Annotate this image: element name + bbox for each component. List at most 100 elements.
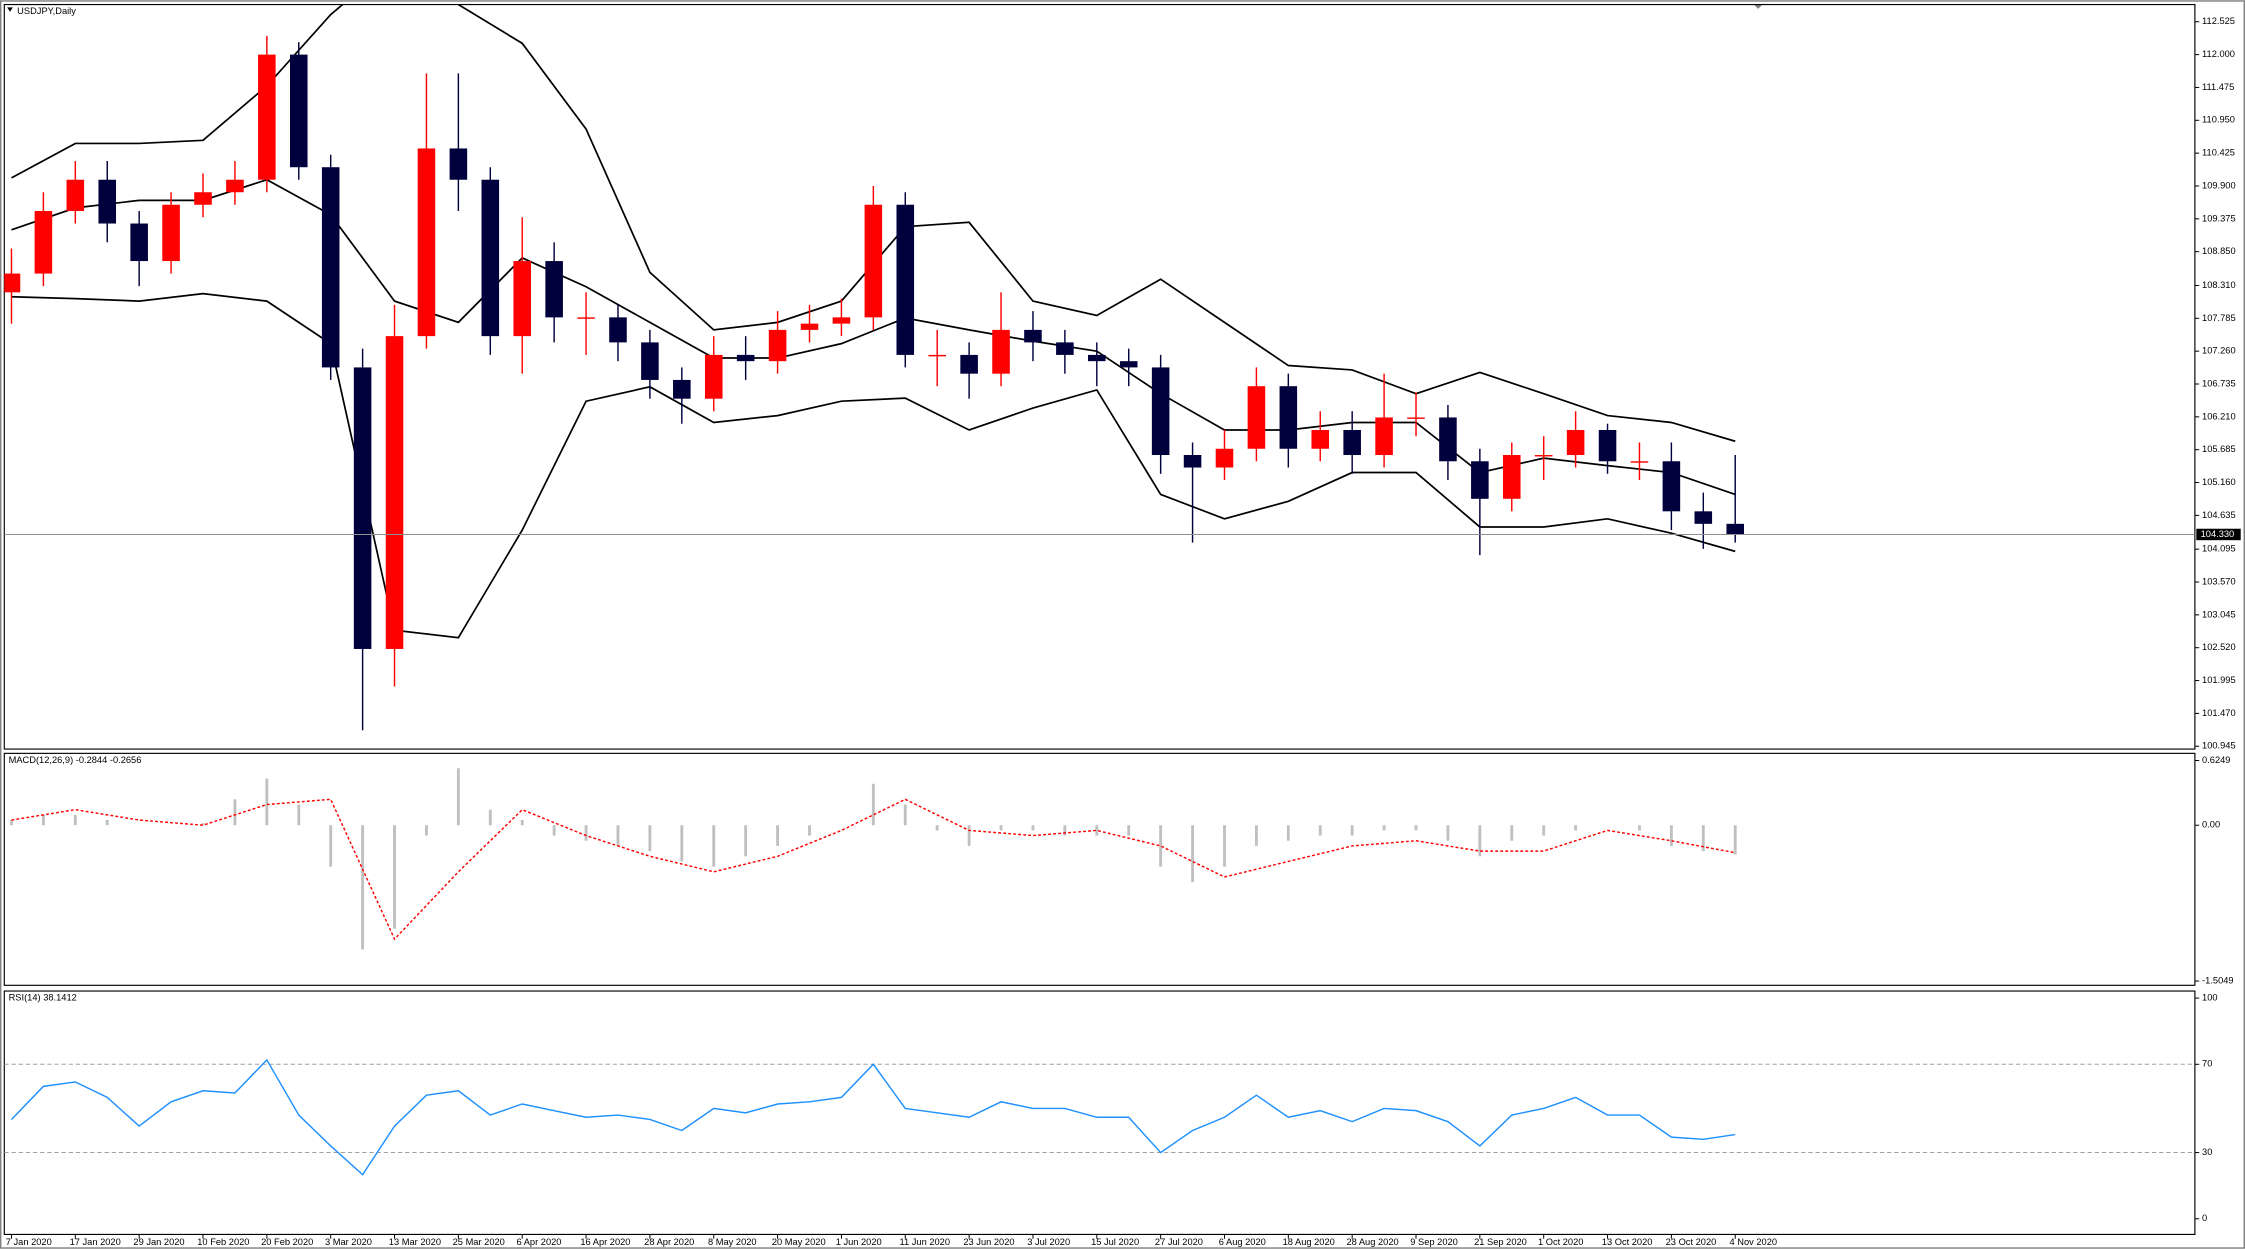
x-tick-label: 25 Mar 2020 [453,1237,505,1247]
y-tick-label: 104.635 [2202,510,2236,520]
panel-title: RSI(14) 38.1412 [9,993,77,1003]
candle-body [417,148,436,337]
current-price-label: 104.330 [2201,529,2235,539]
candle-body [1119,361,1138,368]
y-tick-label: 109.900 [2202,180,2236,190]
candle-body [1056,342,1074,355]
x-tick-label: 28 Aug 2020 [1346,1237,1398,1247]
shift-marker [1753,4,1763,9]
x-tick-label: 1 Jun 2020 [836,1237,882,1247]
y-tick-label: 102.520 [2202,642,2236,652]
y-tick-label: 107.785 [2202,313,2236,323]
candle-body [577,317,595,319]
candle-body [481,179,500,337]
x-tick-label: 13 Oct 2020 [1602,1237,1653,1247]
y-tick-label: 0.00 [2202,820,2220,830]
x-tick-label: 23 Oct 2020 [1666,1237,1717,1247]
candle-body [226,179,244,193]
panel-frame [3,990,2196,1236]
candle-body [1247,386,1266,449]
x-tick-label: 9 Sep 2020 [1410,1237,1458,1247]
x-tick-label: 6 Aug 2020 [1219,1237,1266,1247]
x-tick-label: 13 Mar 2020 [389,1237,441,1247]
candle-body [289,54,308,168]
candle-body [1726,523,1745,535]
candle-body [353,367,372,649]
y-tick-label: 106.735 [2202,378,2236,388]
y-tick-label: 111.475 [2202,82,2234,92]
candle-body [1502,455,1521,499]
y-tick-label: 30 [2202,1147,2212,1157]
x-tick-label: 16 Apr 2020 [580,1237,630,1247]
bollinger-band [11,292,1736,639]
x-tick-label: 21 Sep 2020 [1474,1237,1527,1247]
x-tick-label: 7 Jan 2020 [6,1237,52,1247]
candle-body [4,273,21,293]
candle-body [896,204,915,355]
candles [4,4,1745,731]
candle-body [34,211,53,274]
y-tick-label: 112.525 [2202,16,2235,26]
candle-body [194,192,212,205]
x-tick-label: 1 Oct 2020 [1538,1237,1583,1247]
rsi-line [10,1058,1736,1176]
rsi [10,1058,1736,1176]
candle-body [1151,367,1170,456]
y-tick-label: 108.310 [2202,280,2236,290]
x-tick-label: 28 Apr 2020 [644,1237,694,1247]
macd [10,768,1737,950]
signal-line [11,798,1736,941]
y-tick-label: 103.045 [2202,609,2236,619]
candle-body [98,179,117,224]
x-tick-label: 18 Aug 2020 [1283,1237,1335,1247]
y-tick-label: 105.160 [2202,477,2236,487]
candle-body [800,323,819,330]
candle-body [736,354,755,362]
x-tick-label: 29 Jan 2020 [133,1237,184,1247]
candle-body [1534,455,1553,457]
candle-body [673,379,691,399]
x-tick-label: 8 May 2020 [708,1237,757,1247]
y-tick-label: 0 [2202,1213,2207,1223]
y-tick-label: 110.950 [2202,115,2235,125]
candle-body [1279,386,1298,449]
panel-title: USDJPY,Daily [17,6,76,16]
y-tick-label: 105.685 [2202,444,2236,454]
candle-body [130,223,148,262]
current-price-box [2196,528,2241,541]
candle-body [1375,417,1393,456]
x-tick-label: 10 Feb 2020 [197,1237,249,1247]
y-tick-label: -1.5049 [2202,976,2234,986]
y-tick-label: 110.425 [2202,148,2235,158]
x-tick-label: 3 Mar 2020 [325,1237,372,1247]
x-tick-label: 20 Feb 2020 [261,1237,313,1247]
x-tick-label: 11 Jun 2020 [900,1237,950,1247]
x-tick-label: 17 Jan 2020 [70,1237,121,1247]
panel-title: MACD(12,26,9) -0.2844 -0.2656 [9,755,142,765]
candle-body [1471,461,1489,499]
candle-body [545,261,563,318]
candle-body [768,329,787,362]
candle-body [1407,417,1425,419]
candle-body [321,167,340,368]
menu-arrow[interactable] [7,7,13,12]
candle-body [1598,429,1617,462]
x-tick-label: 15 Jul 2020 [1091,1237,1139,1247]
y-tick-label: 100.945 [2202,741,2236,751]
y-tick-label: 103.570 [2202,576,2236,586]
y-tick-label: 101.995 [2202,675,2236,685]
candle-body [385,336,404,649]
y-tick-label: 108.850 [2202,246,2236,256]
y-tick-label: 104.095 [2202,544,2236,554]
candle-body [1311,429,1330,449]
y-tick-label: 112.000 [2202,49,2235,59]
y-tick-label: 109.375 [2202,213,2236,223]
y-tick-label: 70 [2202,1059,2212,1069]
candle-body [992,329,1010,374]
panel-frame [3,752,2196,986]
candle-body [928,354,946,357]
candle-body [1088,354,1106,362]
